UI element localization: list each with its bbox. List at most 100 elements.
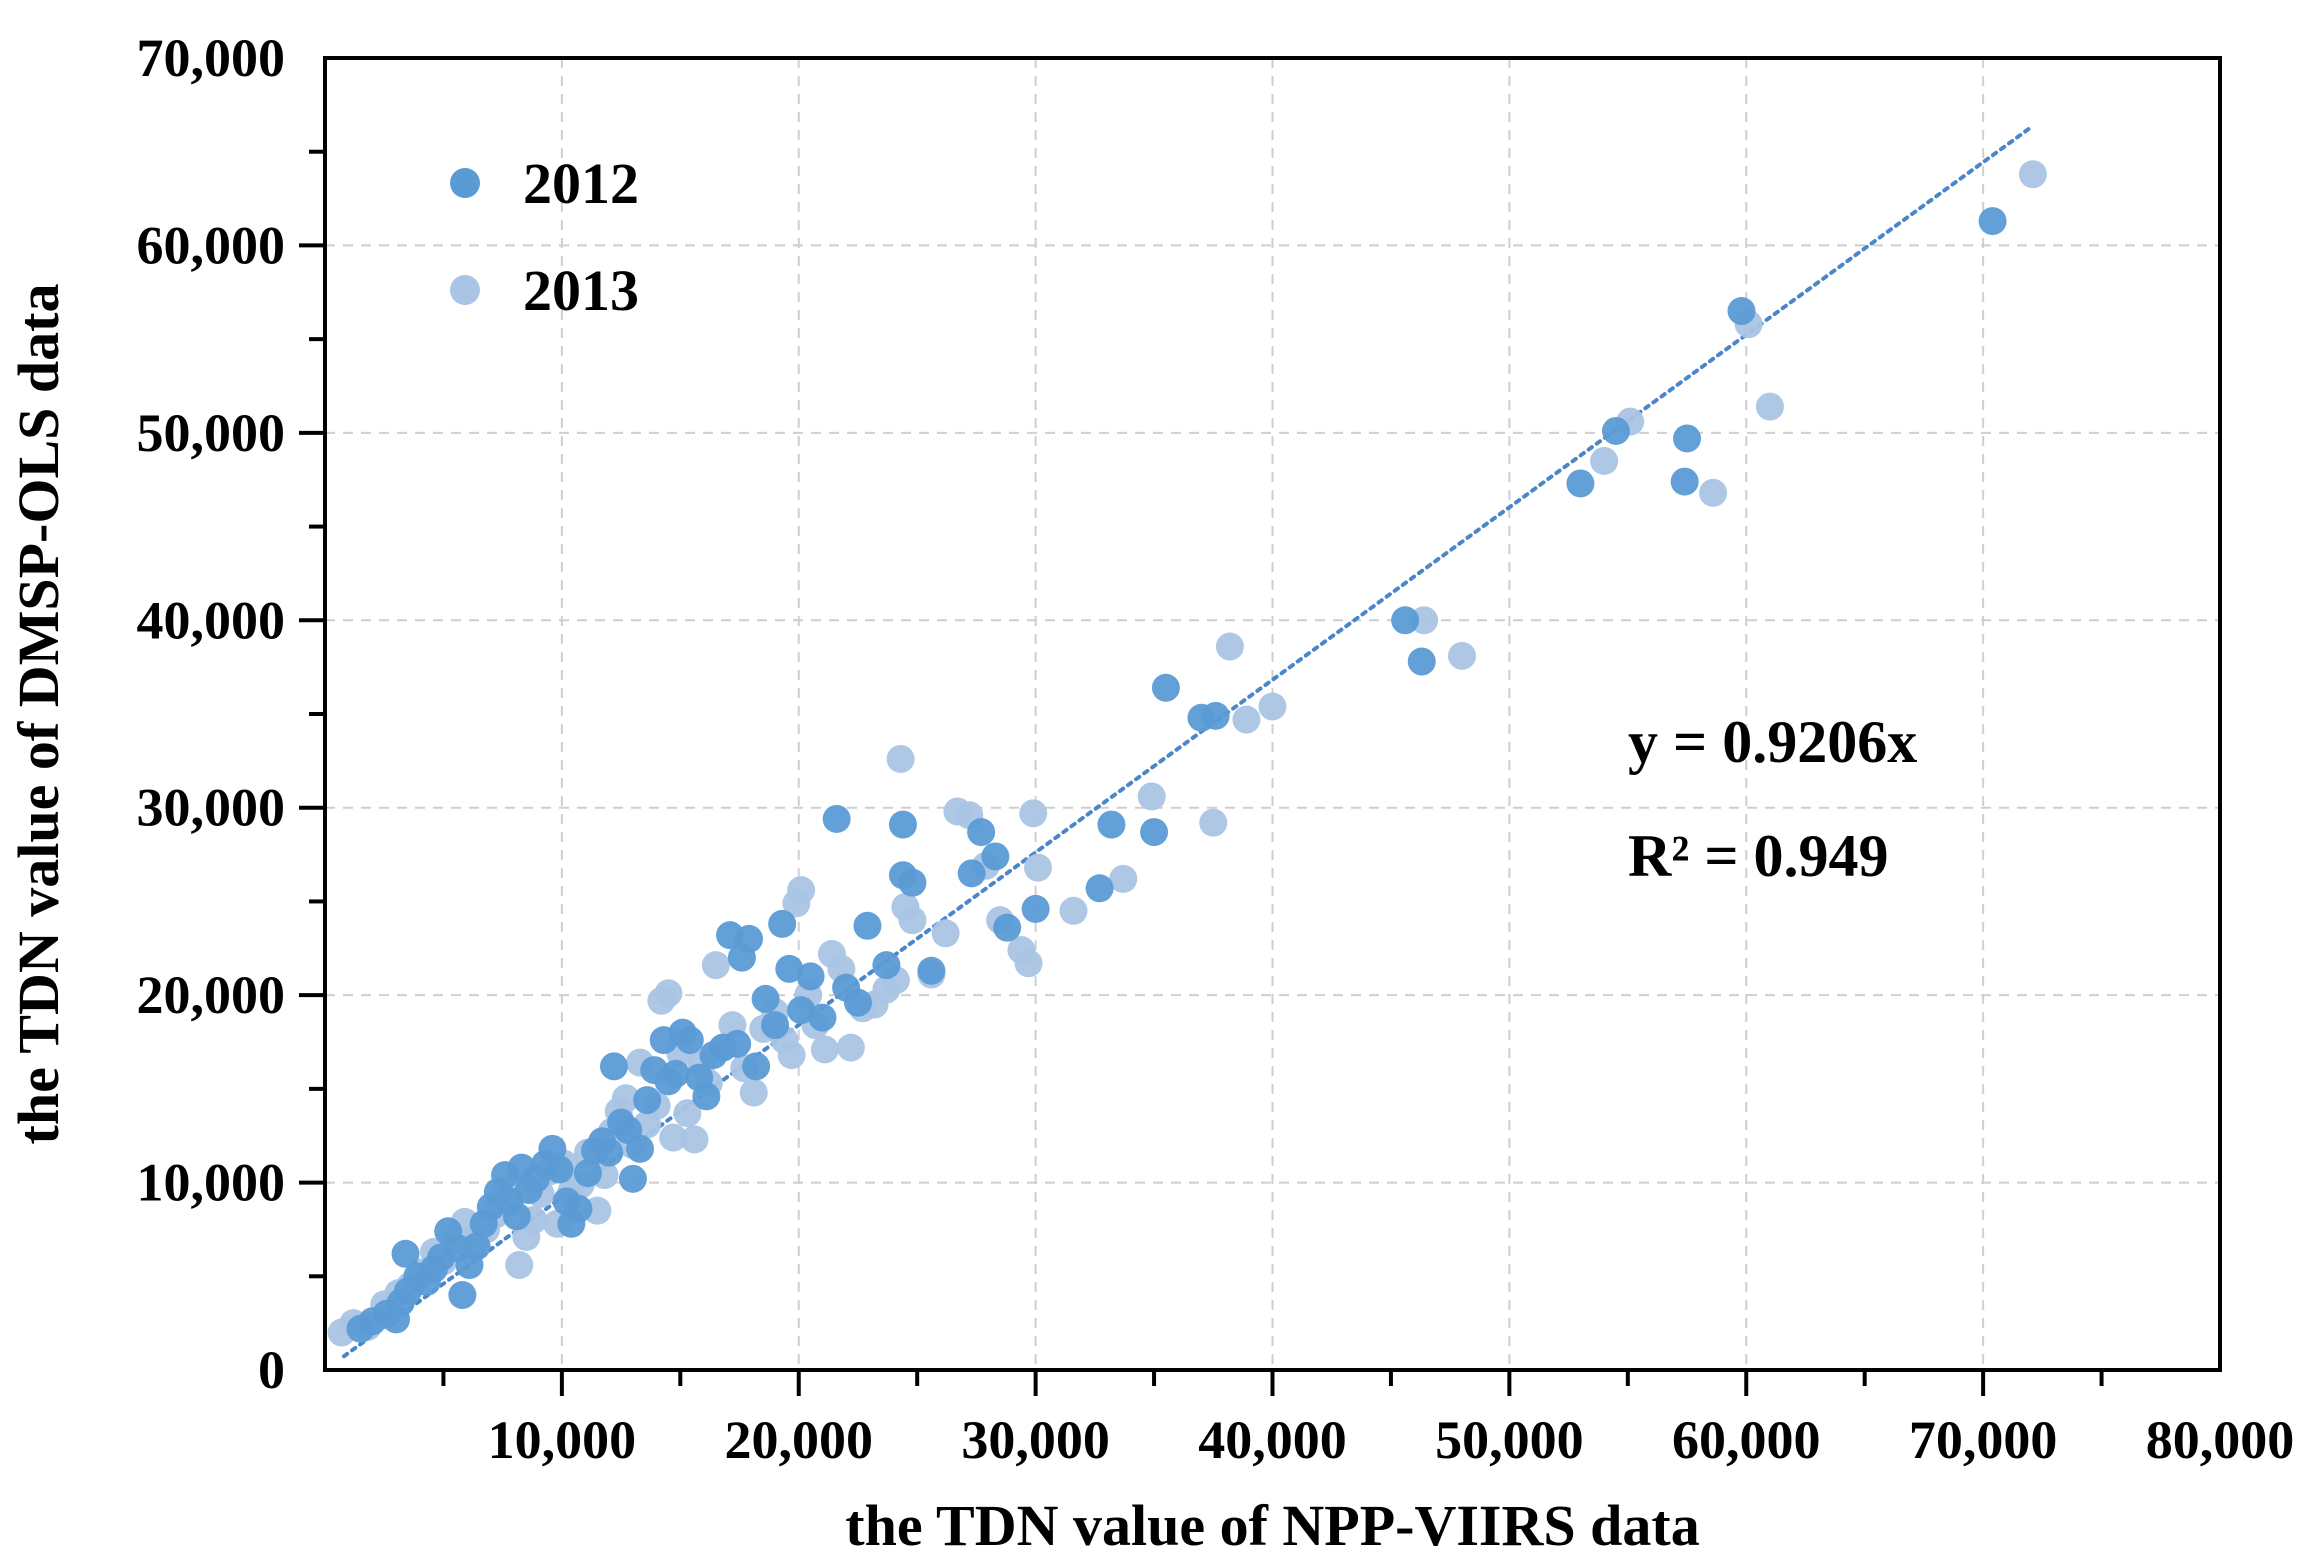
point-2012 — [993, 913, 1022, 942]
x-tick-label: 10,000 — [488, 1410, 637, 1470]
point-2012 — [843, 988, 872, 1017]
y-tick-label: 60,000 — [137, 215, 286, 275]
point-2012 — [626, 1134, 655, 1163]
point-2013 — [673, 1099, 702, 1128]
point-2012 — [775, 954, 804, 983]
legend-marker-2012 — [450, 168, 480, 198]
point-2013 — [1137, 782, 1166, 811]
regression-equation: y = 0.9206x — [1628, 709, 1917, 775]
y-tick-label: 30,000 — [137, 778, 286, 838]
point-2013 — [777, 1041, 806, 1070]
point-2012 — [787, 996, 816, 1025]
point-2012 — [853, 911, 882, 940]
point-2012 — [808, 1003, 837, 1032]
point-2012 — [692, 1082, 721, 1111]
point-2013 — [1199, 808, 1228, 837]
legend-label-2012: 2012 — [523, 151, 639, 216]
point-2013 — [1019, 799, 1048, 828]
point-2013 — [701, 951, 730, 980]
grid-lines — [325, 58, 2220, 1370]
point-2012 — [391, 1239, 420, 1268]
point-2012 — [1407, 647, 1436, 676]
point-2012 — [957, 859, 986, 888]
y-tick-label: 50,000 — [137, 403, 286, 463]
point-2012 — [1391, 606, 1420, 635]
x-tick-label: 20,000 — [725, 1410, 874, 1470]
point-2013 — [886, 744, 915, 773]
x-tick-label: 60,000 — [1672, 1410, 1821, 1470]
axis-tick-labels: 10,000 20,000 30,000 40,000 50,000 60,000 70,0… — [137, 28, 2295, 1470]
legend: 2012 2013 — [450, 151, 639, 323]
point-2013 — [1109, 864, 1138, 893]
point-2013 — [1023, 853, 1052, 882]
legend-marker-2013 — [450, 275, 480, 305]
point-2013 — [1448, 641, 1476, 670]
x-tick-label: 50,000 — [1435, 1410, 1584, 1470]
point-2013 — [810, 1035, 839, 1064]
point-2013 — [1232, 705, 1261, 734]
legend-label-2013: 2013 — [523, 258, 639, 323]
point-2012 — [1978, 207, 2007, 236]
point-2013 — [611, 1084, 640, 1113]
point-2012 — [1673, 424, 1702, 453]
x-tick-label: 40,000 — [1198, 1410, 1347, 1470]
y-tick-label: 40,000 — [137, 590, 286, 650]
point-2012 — [751, 984, 780, 1013]
point-2013 — [1059, 896, 1088, 925]
point-2012 — [595, 1138, 624, 1167]
data-points — [327, 160, 2047, 1347]
point-2012 — [462, 1232, 491, 1261]
point-2012 — [1140, 818, 1169, 847]
y-tick-label: 0 — [258, 1340, 285, 1400]
point-2013 — [1755, 392, 1784, 421]
point-2013 — [2018, 160, 2047, 189]
point-2012 — [796, 962, 825, 991]
point-2013 — [680, 1125, 709, 1154]
point-2012 — [1201, 701, 1230, 730]
point-2013 — [505, 1251, 534, 1280]
point-2012 — [545, 1155, 574, 1184]
y-tick-label: 70,000 — [137, 28, 286, 88]
point-2013 — [654, 979, 683, 1008]
r-squared-label: R² = 0.949 — [1628, 823, 1889, 889]
x-tick-label: 30,000 — [961, 1410, 1110, 1470]
point-2013 — [1699, 478, 1728, 507]
point-2013 — [787, 876, 816, 905]
point-2013 — [1014, 949, 1043, 978]
point-2012 — [1097, 810, 1126, 839]
x-axis-title: the TDN value of NPP-VIIRS data — [845, 1493, 1699, 1558]
point-2012 — [898, 868, 927, 897]
point-2013 — [739, 1078, 768, 1107]
point-2013 — [836, 1033, 865, 1062]
point-2012 — [768, 909, 797, 938]
point-2012 — [1151, 673, 1180, 702]
axis-ticks — [299, 149, 2104, 1396]
point-2012 — [502, 1202, 531, 1231]
point-2012 — [1566, 469, 1595, 498]
point-2012 — [1727, 297, 1756, 326]
point-2012 — [723, 1029, 752, 1058]
point-2012 — [981, 842, 1010, 871]
point-2013 — [1590, 446, 1619, 475]
point-2012 — [967, 818, 996, 847]
point-2013 — [1215, 632, 1244, 661]
point-2013 — [898, 906, 927, 935]
x-tick-label: 70,000 — [1909, 1410, 2058, 1470]
y-tick-label: 10,000 — [137, 1153, 286, 1213]
point-2012 — [675, 1026, 704, 1055]
point-2012 — [742, 1052, 771, 1081]
y-axis-title: the TDN value of DMSP-OLS data — [6, 284, 71, 1145]
point-2012 — [1670, 467, 1699, 496]
point-2012 — [1021, 894, 1050, 923]
point-2012 — [822, 804, 851, 833]
x-tick-label: 80,000 — [2146, 1410, 2295, 1470]
point-2012 — [888, 810, 917, 839]
point-2012 — [1085, 874, 1114, 903]
y-tick-label: 20,000 — [137, 965, 286, 1025]
point-2012 — [633, 1086, 662, 1115]
point-2012 — [573, 1159, 602, 1188]
point-2012 — [448, 1281, 477, 1310]
point-2012 — [872, 951, 901, 980]
point-2012 — [564, 1194, 593, 1223]
